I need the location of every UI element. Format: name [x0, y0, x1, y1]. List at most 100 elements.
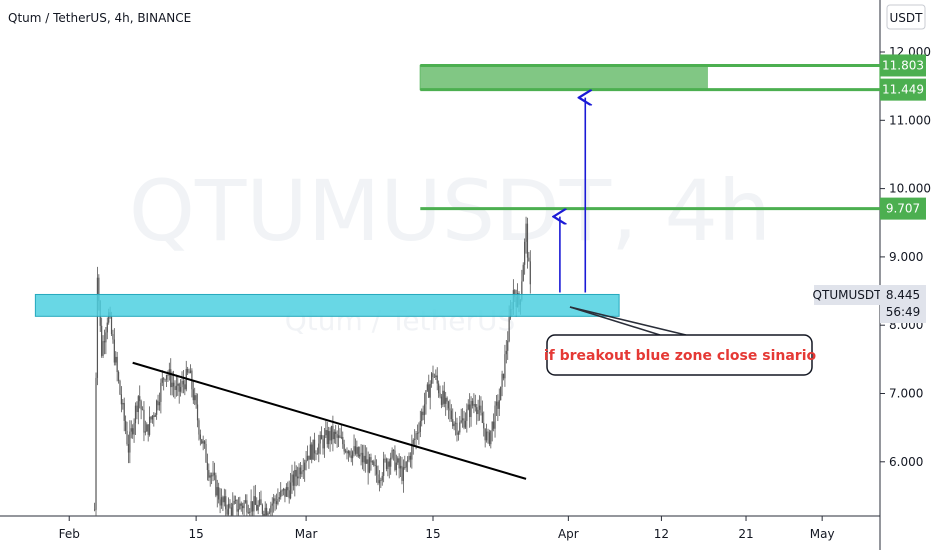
level-tag: [880, 197, 926, 220]
candle-body: [469, 404, 471, 418]
candle-body: [160, 382, 162, 402]
candle-body: [172, 382, 175, 387]
currency-button[interactable]: USDT: [886, 4, 926, 30]
candle-body: [246, 500, 248, 513]
candle-body: [163, 377, 165, 380]
candle-body: [150, 416, 152, 420]
candle-body: [364, 455, 366, 464]
candle-body: [311, 444, 313, 460]
candle-body: [305, 459, 307, 463]
candle-body: [115, 356, 117, 363]
candle-body: [219, 499, 221, 506]
candle-body: [126, 430, 128, 445]
candle-body: [381, 475, 383, 481]
target-zone[interactable]: [420, 65, 708, 90]
candle-body: [463, 418, 465, 428]
candle-body: [225, 496, 227, 510]
candle-body: [136, 405, 138, 413]
candle-body: [156, 400, 158, 415]
candles: [94, 216, 531, 516]
candle-body: [96, 277, 99, 378]
candle-body: [98, 277, 100, 301]
candle-body: [411, 444, 413, 460]
candle-body: [497, 401, 499, 409]
candle-body: [445, 397, 447, 404]
candle-body: [390, 457, 392, 467]
candle-body: [102, 341, 104, 356]
candle-body: [275, 501, 278, 505]
candle-body: [270, 505, 272, 513]
candle-body: [474, 404, 476, 408]
x-tick-label: May: [810, 527, 835, 541]
candle-body: [378, 480, 381, 484]
candle-body: [268, 512, 271, 514]
blue-zone[interactable]: [34, 293, 620, 317]
candle-body: [415, 433, 417, 439]
candle-body: [220, 497, 223, 506]
candle-body: [266, 507, 268, 516]
candle-body: [525, 223, 527, 242]
candle-body: [199, 434, 201, 440]
candle-body: [141, 409, 144, 411]
candle-body: [298, 467, 300, 479]
candle-body: [483, 422, 485, 429]
current-price-value: 8.445: [886, 288, 920, 302]
current-price-tag: QTUMUSDT 8.445 56:49: [813, 285, 926, 323]
candle-body: [347, 451, 349, 454]
candle-body: [157, 400, 159, 406]
candle-body: [477, 409, 479, 415]
candle-body: [377, 474, 379, 484]
candle-body: [287, 487, 289, 491]
candle-body: [401, 465, 403, 481]
candle-body: [222, 497, 224, 503]
candle-body: [430, 373, 433, 384]
candle-body: [144, 431, 146, 433]
callout-pointer: [569, 306, 661, 336]
candle-body: [101, 325, 103, 356]
candle-body: [339, 435, 341, 438]
candle-body: [344, 450, 347, 452]
candle-body: [418, 431, 420, 434]
symbol-title[interactable]: Qtum / TetherUS, 4h, BINANCE: [8, 11, 191, 25]
candle-body: [529, 261, 531, 285]
candle-body: [459, 422, 461, 433]
candle-body: [466, 409, 468, 421]
candle-body: [337, 435, 340, 438]
candle-body: [385, 459, 388, 469]
candle-body: [398, 458, 400, 469]
candle-body: [342, 436, 344, 445]
candle-body: [397, 458, 399, 463]
candle-body: [452, 419, 454, 427]
time-axis[interactable]: Feb 15 Mar 15 Apr 12 21 May: [59, 516, 835, 541]
candle-body: [178, 383, 180, 392]
candle-body: [242, 505, 244, 509]
candle-body: [170, 369, 172, 388]
candle-body: [361, 452, 364, 463]
candle-body: [103, 341, 106, 343]
candle-body: [280, 490, 282, 498]
x-tick-label: 12: [654, 527, 669, 541]
candle-body: [294, 469, 296, 486]
descending-trendline[interactable]: [132, 361, 527, 480]
callout[interactable]: if breakout blue zone close sinario: [544, 306, 817, 376]
candle-body: [363, 455, 365, 463]
candle-body: [208, 470, 210, 478]
candle-body: [165, 375, 168, 380]
candle-body: [302, 470, 304, 472]
candle-body: [202, 441, 204, 444]
candle-body: [201, 439, 203, 444]
candle-body: [329, 431, 331, 441]
y-tick-label: 6.000: [889, 455, 923, 469]
candle-body: [264, 507, 266, 516]
candle-body: [450, 410, 452, 420]
x-tick-label: 15: [425, 527, 440, 541]
candle-body: [498, 400, 500, 409]
candle-body: [349, 451, 351, 456]
candle-body: [370, 457, 372, 463]
candle-body: [229, 503, 231, 508]
candle-body: [478, 405, 481, 410]
candle-body: [267, 513, 269, 516]
candle-body: [428, 384, 430, 398]
